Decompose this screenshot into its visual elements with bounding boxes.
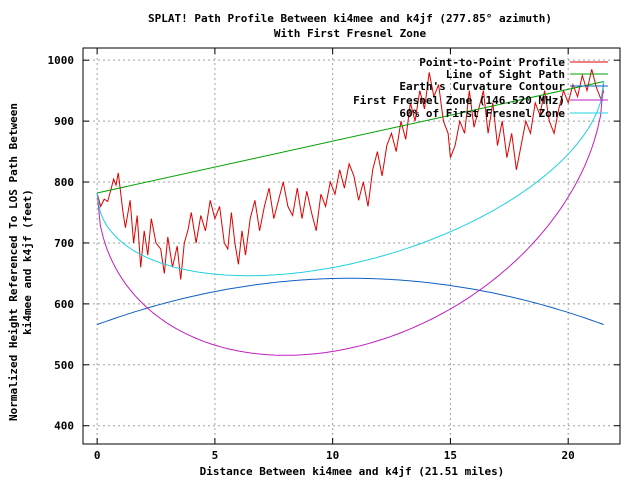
series-lines [96,69,605,356]
series-line-los [96,81,604,194]
series-line-curvature [96,277,604,326]
y-axis-label-line2: ki4mee and k4jf (feet) [21,189,34,335]
y-tick-label: 1000 [48,54,75,67]
legend-label-fresnel60: 60% of First Fresnel Zone [399,107,565,120]
y-tick-label: 900 [54,115,74,128]
x-tick-label: 5 [212,449,219,462]
series-line-fresnel60 [96,81,605,277]
series-line-fresnel [96,81,605,356]
legend-label-curvature: Earth's Curvature Contour [399,80,565,93]
legend-label-los: Line of Sight Path [446,68,565,81]
series-line-profile [96,69,605,280]
x-axis-label: Distance Between ki4mee and k4jf (21.51 … [200,465,505,478]
legend-label-fresnel: First Fresnel Zone (146.520 MHz) [353,94,565,107]
y-tick-label: 500 [54,359,74,372]
legend-label-profile: Point-to-Point Profile [419,56,565,69]
grid [83,48,620,444]
y-axis-label-line1: Normalized Height Referenced To LOS Path… [7,103,20,421]
y-tick-label: 600 [54,298,74,311]
chart-subtitle: With First Fresnel Zone [274,27,427,40]
legend: Point-to-Point Profile Line of Sight Pat… [353,56,608,120]
x-tick-label: 0 [94,449,101,462]
y-tick-label: 700 [54,237,74,250]
y-tick-label: 400 [54,420,74,433]
x-tick-label: 15 [444,449,457,462]
x-tick-label: 10 [326,449,339,462]
y-tick-label: 800 [54,176,74,189]
plot-area [82,47,621,445]
chart-title: SPLAT! Path Profile Between ki4mee and k… [148,12,552,25]
axis-ticks: 400 500 600 700 800 900 1000 0 5 10 15 20 [48,48,620,462]
x-tick-label: 20 [562,449,575,462]
